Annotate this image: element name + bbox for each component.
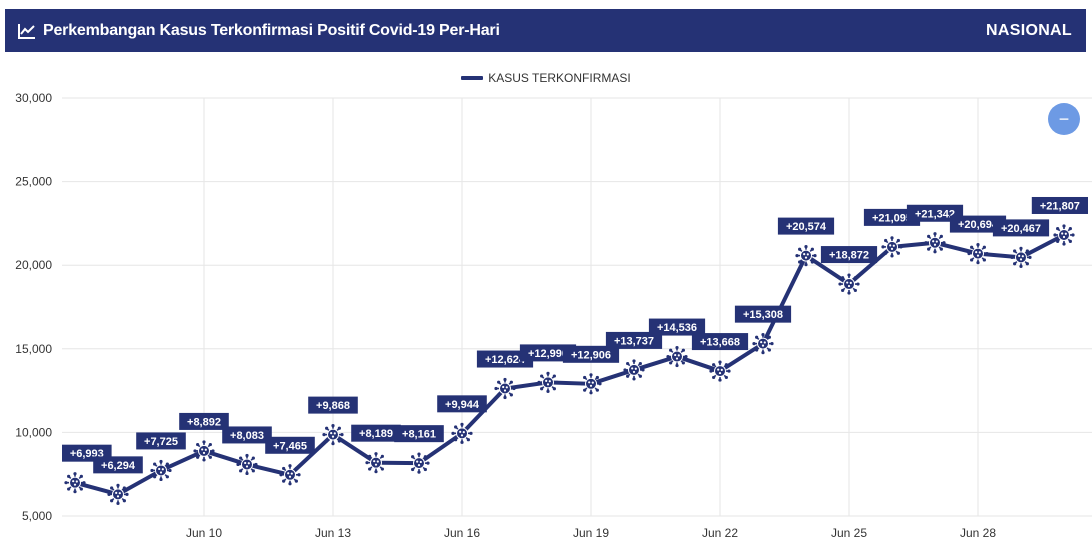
region-label: NASIONAL bbox=[986, 21, 1072, 39]
series-line bbox=[73, 232, 1066, 497]
data-label-box bbox=[308, 396, 358, 414]
y-tick-label: 15,000 bbox=[15, 342, 52, 356]
legend-label: KASUS TERKONFIRMASI bbox=[488, 71, 631, 85]
data-label-box bbox=[136, 432, 186, 450]
data-label-box bbox=[906, 204, 964, 222]
data-point-marker[interactable] bbox=[1010, 246, 1032, 268]
data-label: +20,694 bbox=[958, 219, 999, 231]
data-point-marker[interactable] bbox=[924, 232, 946, 254]
y-tick-label: 10,000 bbox=[15, 425, 52, 439]
y-tick-label: 25,000 bbox=[15, 175, 52, 189]
data-label-box bbox=[394, 425, 444, 443]
x-tick-label: Jun 19 bbox=[573, 526, 609, 540]
data-label: +15,308 bbox=[743, 309, 783, 321]
data-label: +14,536 bbox=[657, 322, 697, 334]
data-label-box bbox=[437, 395, 487, 413]
data-label-box bbox=[648, 318, 706, 336]
x-tick-label: Jun 16 bbox=[444, 526, 480, 540]
data-label-box bbox=[93, 456, 143, 474]
chart-header: Perkembangan Kasus Terkonfirmasi Positif… bbox=[5, 9, 1086, 52]
zoom-out-button[interactable]: − bbox=[1048, 103, 1080, 135]
data-point-marker[interactable] bbox=[451, 422, 473, 444]
data-point-marker[interactable] bbox=[107, 483, 129, 505]
data-label: +8,161 bbox=[402, 429, 436, 441]
data-label: +9,944 bbox=[445, 399, 480, 411]
data-point-marker[interactable] bbox=[752, 333, 774, 355]
x-tick-label: Jun 25 bbox=[831, 526, 867, 540]
data-label: +18,872 bbox=[829, 250, 869, 262]
data-point-marker[interactable] bbox=[967, 242, 989, 265]
data-point-marker[interactable] bbox=[494, 377, 516, 400]
data-label-box bbox=[1031, 196, 1088, 214]
line-chart: 5,000 10,000 15,000 20,000 25,000 30,000 Jun 1… bbox=[15, 91, 1092, 540]
data-label: +12,990 bbox=[528, 348, 568, 360]
data-label-box bbox=[351, 424, 401, 442]
data-label-box bbox=[222, 426, 272, 444]
data-label-box bbox=[949, 215, 1007, 233]
y-tick-label: 30,000 bbox=[15, 91, 52, 105]
data-label-box bbox=[777, 217, 835, 235]
data-label: +7,725 bbox=[144, 436, 178, 448]
chart-title: Perkembangan Kasus Terkonfirmasi Positif… bbox=[43, 21, 500, 39]
data-point-marker[interactable] bbox=[881, 236, 903, 258]
y-tick-label: 5,000 bbox=[22, 509, 52, 523]
chart-legend[interactable]: KASUS TERKONFIRMASI bbox=[0, 71, 1092, 85]
data-point-marker[interactable] bbox=[1053, 224, 1075, 246]
data-label-box bbox=[519, 344, 577, 362]
line-chart-icon bbox=[18, 23, 35, 39]
data-label: +13,668 bbox=[700, 337, 740, 349]
x-tick-label: Jun 28 bbox=[960, 526, 996, 540]
data-label: +21,342 bbox=[915, 208, 955, 220]
data-label: +21,807 bbox=[1040, 200, 1080, 212]
data-label: +12,906 bbox=[571, 349, 611, 361]
data-label: +9,868 bbox=[316, 400, 350, 412]
data-point-marker[interactable] bbox=[193, 440, 215, 462]
data-label: +13,737 bbox=[614, 335, 654, 347]
data-point-marker[interactable] bbox=[838, 273, 860, 295]
data-label-box bbox=[179, 412, 229, 430]
legend-swatch bbox=[461, 76, 484, 80]
data-point-marker[interactable] bbox=[322, 424, 344, 446]
data-label-box bbox=[734, 305, 792, 323]
data-label: +20,467 bbox=[1001, 223, 1041, 235]
data-label: +6,294 bbox=[101, 460, 136, 472]
data-label-box bbox=[562, 345, 620, 363]
data-label-box bbox=[691, 333, 749, 351]
data-point-marker[interactable] bbox=[709, 360, 731, 382]
data-label: +21,095 bbox=[872, 212, 912, 224]
data-point-marker[interactable] bbox=[236, 453, 258, 476]
minus-icon: − bbox=[1058, 109, 1070, 129]
y-tick-label: 20,000 bbox=[15, 258, 52, 272]
data-label: +20,574 bbox=[786, 221, 827, 233]
data-point-marker[interactable] bbox=[408, 452, 430, 474]
data-label-box bbox=[863, 208, 921, 226]
data-label: +8,083 bbox=[230, 430, 264, 442]
x-tick-label: Jun 13 bbox=[315, 526, 351, 540]
data-label: +8,892 bbox=[187, 416, 221, 428]
data-point-marker[interactable] bbox=[666, 345, 688, 368]
data-point-marker[interactable] bbox=[795, 245, 817, 267]
data-point-marker[interactable] bbox=[64, 472, 86, 494]
data-label: +8,189 bbox=[359, 428, 393, 440]
data-point-marker[interactable] bbox=[580, 373, 602, 395]
data-point-marker[interactable] bbox=[537, 371, 559, 394]
data-point-marker[interactable] bbox=[279, 464, 301, 486]
data-label: +7,465 bbox=[273, 440, 307, 452]
data-label-box bbox=[992, 219, 1050, 237]
data-label-box bbox=[265, 436, 315, 454]
x-tick-label: Jun 10 bbox=[186, 526, 222, 540]
x-tick-label: Jun 22 bbox=[702, 526, 738, 540]
data-point-marker[interactable] bbox=[365, 452, 387, 474]
data-point-marker[interactable] bbox=[623, 359, 645, 381]
data-label-box bbox=[476, 350, 534, 368]
data-label-box bbox=[605, 331, 663, 349]
data-point-marker[interactable] bbox=[150, 459, 172, 482]
data-label: +12,624 bbox=[485, 354, 526, 366]
data-label-box bbox=[820, 246, 878, 264]
